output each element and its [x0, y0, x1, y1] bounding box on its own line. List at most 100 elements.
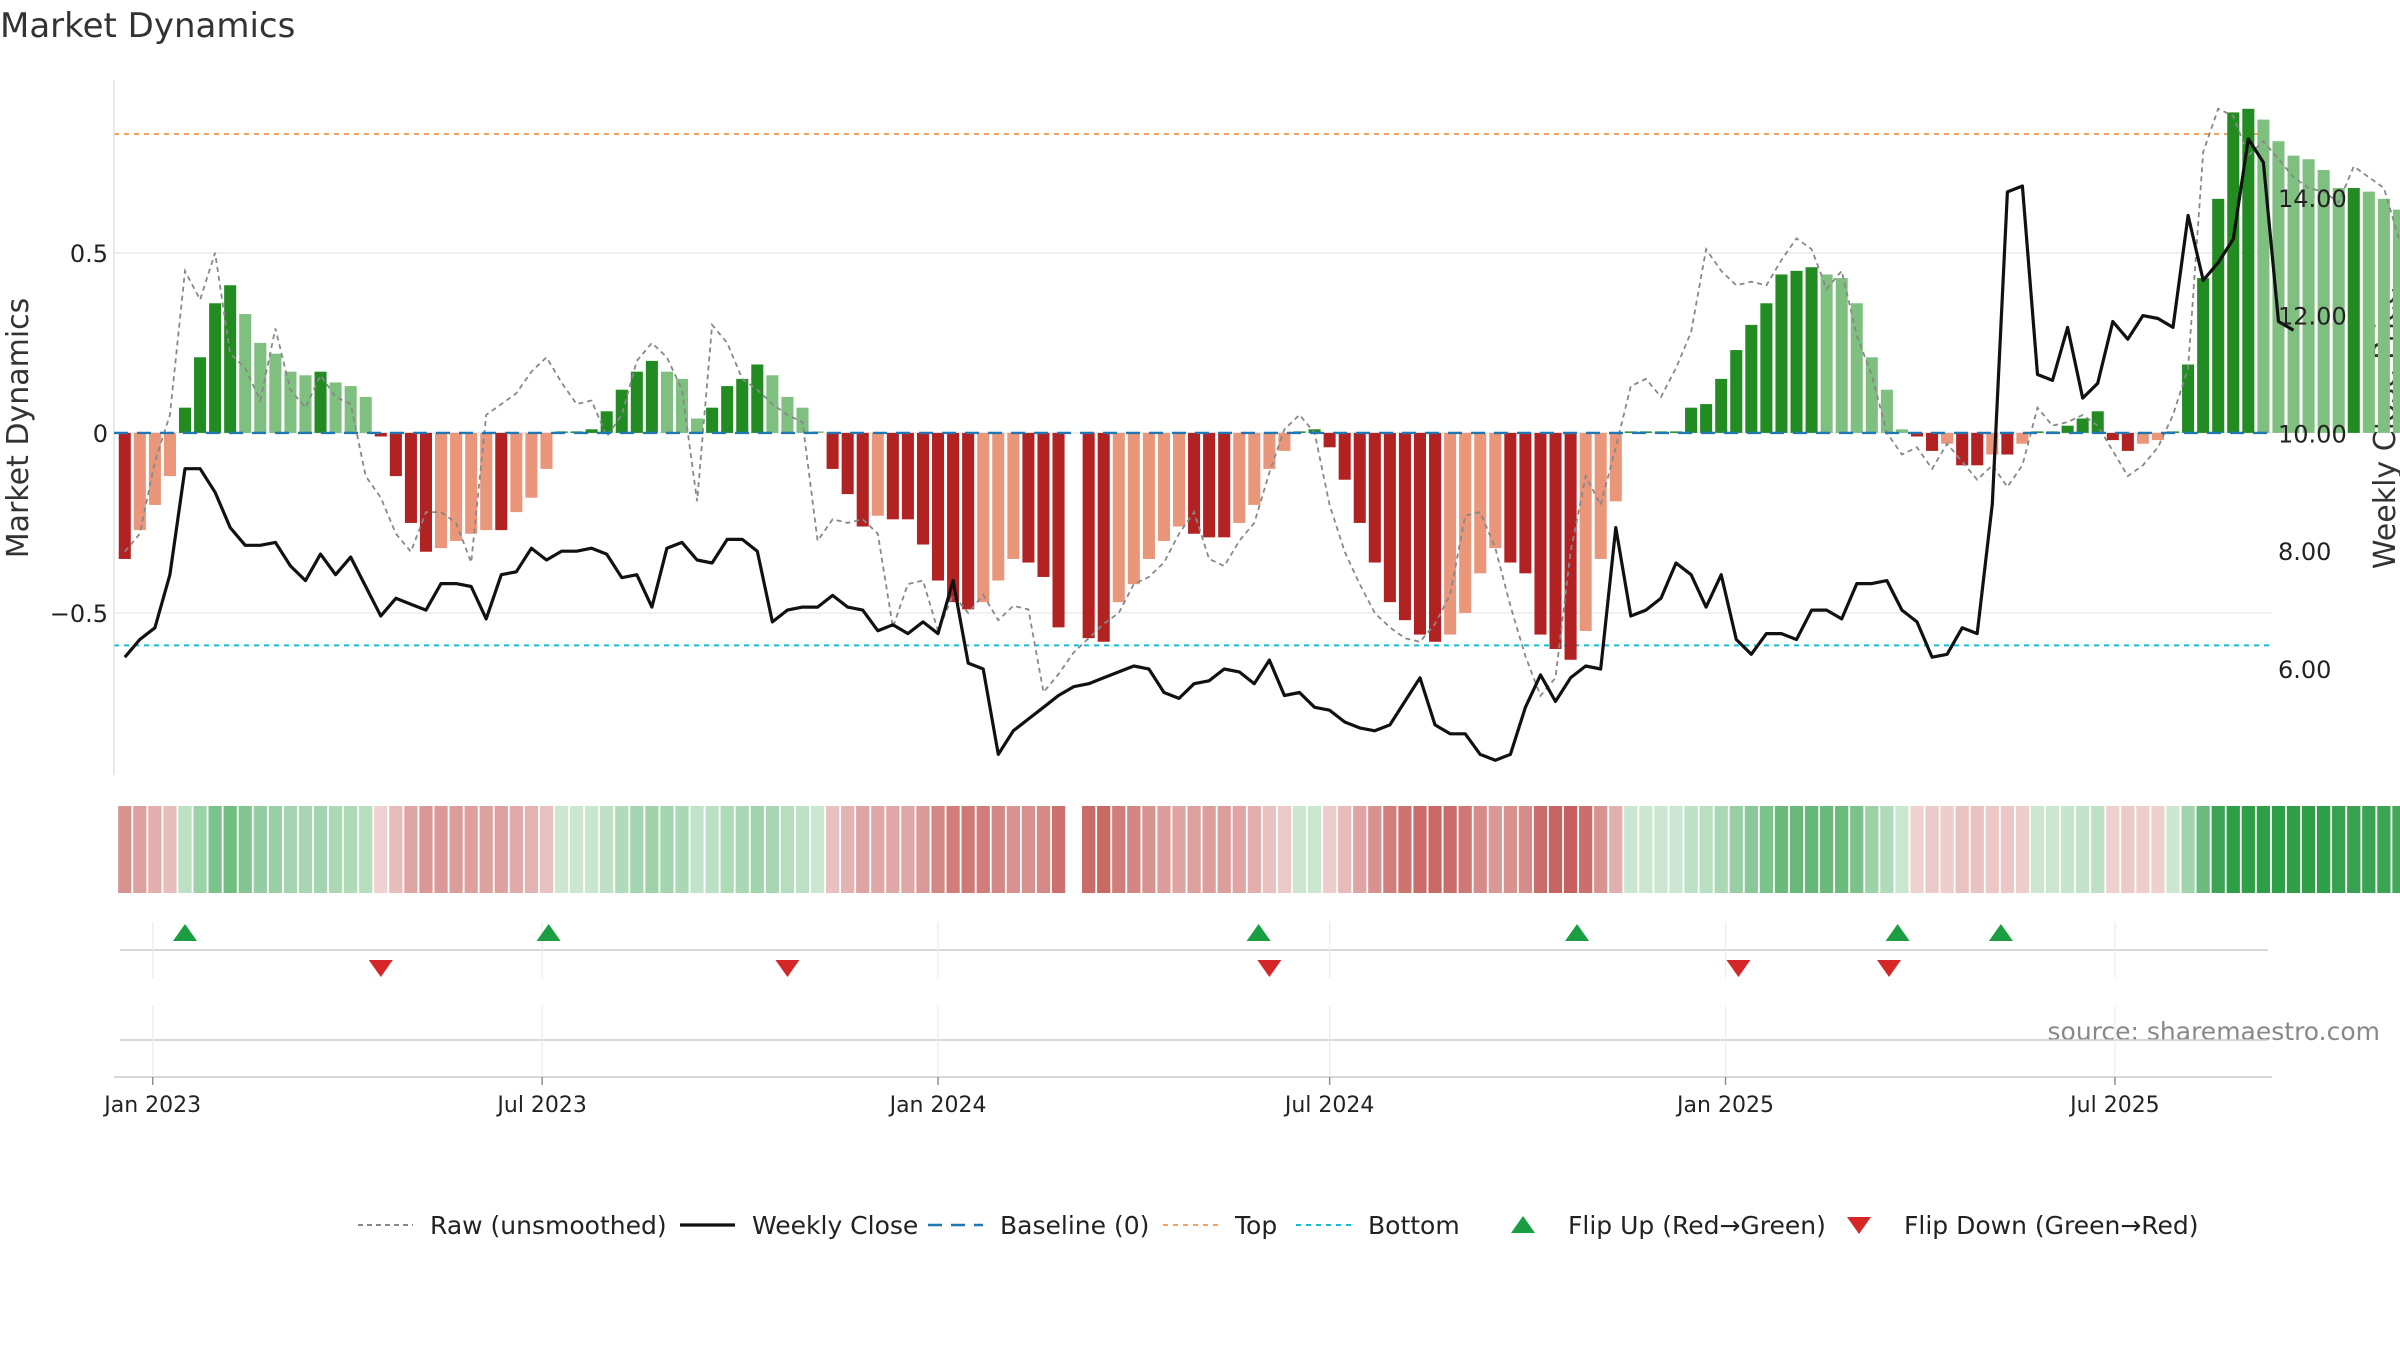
x-tick-label: Jul 2023: [495, 1093, 587, 1118]
momentum-bar: [1248, 432, 1261, 505]
momentum-bar: [1308, 429, 1321, 433]
legend-label: Flip Up (Red→Green): [1568, 1211, 1826, 1240]
momentum-bar: [2242, 108, 2255, 433]
momentum-bar: [1941, 432, 1954, 444]
strip-cell: [1820, 806, 1834, 893]
strip-cell: [1262, 806, 1277, 893]
flip-up-marker: [536, 924, 561, 941]
strip-cell: [1970, 806, 1984, 893]
strip-cell: [1925, 806, 1939, 893]
momentum-bar: [932, 432, 945, 581]
weekly-close-line: [123, 137, 2295, 762]
strip-cell: [1850, 806, 1864, 893]
strip-cell: [2151, 806, 2165, 893]
momentum-bar: [1700, 404, 1713, 433]
momentum-bar: [1579, 432, 1592, 631]
momentum-bar: [2317, 170, 2330, 433]
strip-cell: [2030, 806, 2045, 893]
momentum-bar: [1323, 432, 1336, 448]
strip-cell: [1744, 806, 1758, 893]
y-axis-label: Market Dynamics: [1, 298, 36, 559]
momentum-bar: [2076, 418, 2089, 433]
momentum-bar: [2136, 432, 2149, 444]
momentum-bar: [2212, 198, 2225, 433]
momentum-bar: [1413, 432, 1427, 635]
strip-cell: [1368, 806, 1382, 893]
momentum-bar: [495, 432, 508, 531]
momentum-bar: [615, 389, 628, 433]
momentum-bar: [947, 432, 960, 603]
momentum-bar: [1338, 432, 1351, 480]
strip-cell: [524, 806, 539, 893]
flip-down-marker: [1726, 960, 1751, 977]
strip-cell: [2091, 806, 2105, 893]
momentum-bar: [1082, 432, 1095, 639]
momentum-bar: [2106, 432, 2119, 441]
strip-cell: [253, 806, 267, 893]
strip-cell: [780, 806, 795, 893]
momentum-bar: [2287, 155, 2300, 433]
strip-cell: [841, 806, 855, 893]
strip-cell: [419, 806, 433, 893]
x-tick-label: Jan 2023: [102, 1093, 201, 1118]
momentum-bar: [525, 432, 538, 498]
momentum-bars: [118, 108, 2400, 660]
strip-cell: [2121, 806, 2135, 893]
momentum-bar: [1609, 432, 1622, 502]
momentum-bar: [1880, 389, 1893, 433]
momentum-bar: [2091, 411, 2104, 433]
momentum-bar: [404, 432, 417, 523]
momentum-bar: [359, 396, 372, 433]
y2-tick-label: 14.00: [2278, 185, 2347, 213]
momentum-bar: [1474, 432, 1487, 574]
strip-cell: [298, 806, 313, 893]
momentum-bar: [133, 432, 146, 531]
y-tick-label: 0: [93, 420, 108, 448]
strip-cell: [645, 806, 659, 893]
strip-cell: [1654, 806, 1668, 893]
strip-cell: [2181, 806, 2195, 893]
strip-cell: [2332, 806, 2346, 893]
momentum-bar: [691, 418, 704, 433]
strip-cell: [178, 806, 192, 893]
strip-cell: [494, 806, 508, 893]
strip-cell: [449, 806, 463, 893]
strip-cell: [2106, 806, 2120, 893]
legend-item-flip_down: Flip Down (Green→Red): [1847, 1211, 2199, 1240]
momentum-bar: [585, 429, 598, 433]
flip-up-marker: [1988, 924, 2013, 941]
strip-cell: [1398, 806, 1412, 893]
momentum-bar: [1865, 357, 1878, 433]
strip-cell: [1594, 806, 1608, 893]
momentum-bar: [148, 432, 161, 505]
momentum-bar: [2377, 198, 2390, 433]
momentum-bar: [329, 382, 342, 433]
momentum-bar: [1624, 431, 1637, 433]
strip-cell: [1322, 806, 1337, 893]
legend-label: Flip Down (Green→Red): [1904, 1211, 2199, 1240]
legend-item-close: Weekly Close: [680, 1211, 918, 1240]
strip-cell: [1021, 806, 1036, 893]
strip-cell: [2000, 806, 2014, 893]
momentum-bar: [856, 432, 869, 527]
momentum-bar: [118, 432, 131, 559]
strip-cell: [2317, 806, 2331, 893]
strip-cell: [359, 806, 373, 893]
strip-cell: [1759, 806, 1774, 893]
momentum-bar: [1037, 432, 1050, 577]
legend-swatch: [1847, 1217, 1871, 1234]
momentum-bar: [675, 378, 689, 433]
strip-cell: [1503, 806, 1517, 893]
strip-cell: [1112, 806, 1126, 893]
strip-cell: [2362, 806, 2376, 893]
momentum-bar: [2182, 364, 2195, 433]
strip-cell: [2347, 806, 2361, 893]
momentum-bar: [2197, 278, 2210, 433]
strip-cell: [1639, 806, 1653, 893]
strip-cell: [630, 806, 644, 893]
strip-cell: [2015, 806, 2030, 893]
strip-cell: [464, 806, 478, 893]
strip-cell: [1684, 806, 1698, 893]
strip-cell: [208, 806, 222, 893]
momentum-bar: [254, 342, 267, 433]
